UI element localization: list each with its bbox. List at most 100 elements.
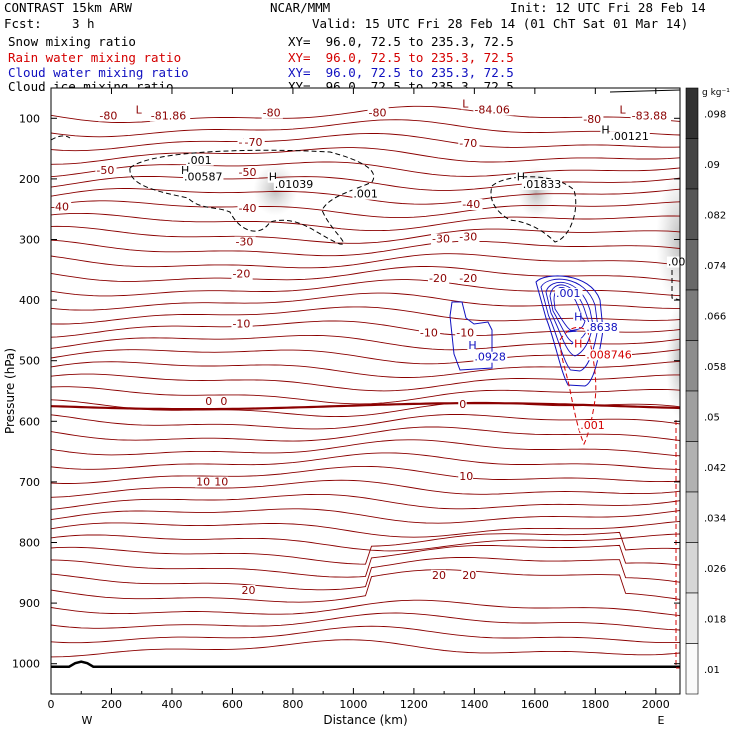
temperature-extremum: L	[620, 103, 627, 116]
temperature-label: 0	[205, 395, 212, 408]
rain-water-label: H	[574, 337, 582, 350]
temperature-label-bg	[458, 137, 480, 149]
temperature-contour-line	[51, 133, 680, 152]
cloud-water-label: .001	[556, 287, 581, 300]
cloud-ice-label-bg	[609, 131, 650, 143]
model-title: CONTRAST 15km ARW	[4, 0, 132, 15]
temperature-label: -10	[456, 326, 474, 339]
temperature-contour-line	[51, 625, 680, 644]
cloud-ice-label: H	[601, 123, 609, 136]
y-tick-label: 800	[19, 537, 40, 550]
center-label: NCAR/MMM	[270, 0, 331, 15]
temperature-contour-line	[51, 161, 680, 178]
temperature-contour-line	[51, 452, 680, 470]
temperature-label: 0	[459, 398, 466, 411]
moisture-contours	[51, 89, 680, 669]
x-tick-label: 600	[222, 698, 243, 711]
surface-line	[51, 660, 680, 668]
cloud-ice-label: .00121	[610, 130, 649, 143]
temperature-contour-line	[51, 239, 680, 257]
field-cloudwater-name: Cloud water mixing ratio	[8, 65, 189, 80]
temperature-label-bg	[261, 107, 283, 119]
colorbar-label: .01	[704, 665, 720, 676]
snow-label: .01039	[275, 178, 314, 191]
temperature-label: -40	[51, 200, 69, 213]
temperature-extremum-bg	[473, 104, 514, 116]
shade-blob	[656, 169, 680, 310]
temperature-label: 10	[196, 476, 210, 489]
temperature-extremum: L	[136, 103, 143, 116]
temperature-label: -80	[369, 106, 387, 119]
temperature-contour-line	[51, 119, 680, 138]
colorbar-cell	[685, 592, 699, 644]
plot-frame	[50, 87, 681, 695]
colorbar-label: .098	[704, 109, 726, 120]
snow-contour	[51, 135, 71, 141]
x-tick-label: 1200	[400, 698, 428, 711]
colorbar-label: .058	[704, 362, 726, 373]
temperature-label: -50	[96, 164, 114, 177]
snow-label-bg	[273, 178, 315, 190]
colorbar-label: .026	[704, 564, 726, 575]
rain-water-label-bg	[585, 349, 633, 361]
field-rain-name: Rain water mixing ratio	[8, 50, 182, 65]
temperature-label-bg	[234, 236, 256, 248]
colorbar-cell	[685, 643, 699, 695]
east-label: E	[658, 714, 665, 727]
x-tick-label: 400	[161, 698, 182, 711]
temperature-contour-line	[51, 266, 680, 282]
field-snow-xy: XY= 96.0, 72.5 to 235.3, 72.5	[288, 34, 514, 49]
cloud-water-contour	[549, 284, 590, 345]
temperature-contour-line	[51, 292, 680, 311]
x-tick-label: 2000	[642, 698, 670, 711]
temperature-extremum: L	[462, 97, 469, 110]
temperature-contour-line	[51, 639, 680, 658]
temperature-label-bg	[98, 110, 120, 122]
temperature-label: 20	[462, 569, 476, 582]
temperature-label: -70	[459, 137, 477, 150]
temperature-extremum: -84.06	[474, 103, 509, 116]
temperature-label-bg	[213, 476, 229, 488]
temperature-label: -10	[232, 317, 250, 330]
temperature-label-bg	[418, 327, 441, 339]
temperature-label-bg	[237, 203, 259, 215]
temperature-contour-line	[51, 520, 680, 538]
y-tick-label: 100	[19, 112, 40, 125]
temperature-extremum: -83.88	[632, 110, 667, 123]
temperature-label-bg	[461, 569, 477, 581]
cloud-water-label-bg	[555, 288, 583, 300]
temperature-label: -30	[235, 236, 253, 249]
y-tick-label: 400	[19, 294, 40, 307]
colorbar-cell	[685, 289, 699, 341]
temperature-label: -80	[263, 106, 281, 119]
snow-label-bg	[267, 171, 277, 183]
temperature-label: 10	[214, 476, 228, 489]
rain-water-label: .008746	[586, 348, 632, 361]
field-snow-name: Snow mixing ratio	[8, 34, 136, 49]
snow-label: .01833	[523, 178, 562, 191]
temperature-label: -30	[459, 231, 477, 244]
snow-label: H	[181, 164, 189, 177]
colorbar-cell	[685, 340, 699, 392]
temperature-label-bg	[240, 585, 256, 597]
colorbar-cell	[685, 390, 699, 442]
temperature-label-bg	[50, 201, 72, 213]
temperature-contour-line	[51, 508, 680, 524]
y-tick-label: 300	[19, 234, 40, 247]
y-tick-label: 200	[19, 173, 40, 186]
colorbar-label: .09	[704, 160, 720, 171]
temperature-label: -20	[232, 268, 250, 281]
temperature-label-bg	[231, 268, 253, 280]
x-tick-label: 1800	[581, 698, 609, 711]
temperature-label: -40	[462, 198, 480, 211]
cloud-water-label-bg	[473, 351, 508, 363]
x-tick-label: 1000	[339, 698, 367, 711]
x-tick-label: 1400	[460, 698, 488, 711]
temperature-label: 20	[242, 584, 256, 597]
temperature-label-bg	[367, 107, 389, 119]
colorbar-label: .066	[704, 311, 726, 322]
colorbar-label: .034	[704, 513, 726, 524]
forecast-value: 3 h	[72, 16, 95, 31]
temperature-label: -70	[245, 136, 263, 149]
temperature-contour-line	[51, 147, 680, 165]
